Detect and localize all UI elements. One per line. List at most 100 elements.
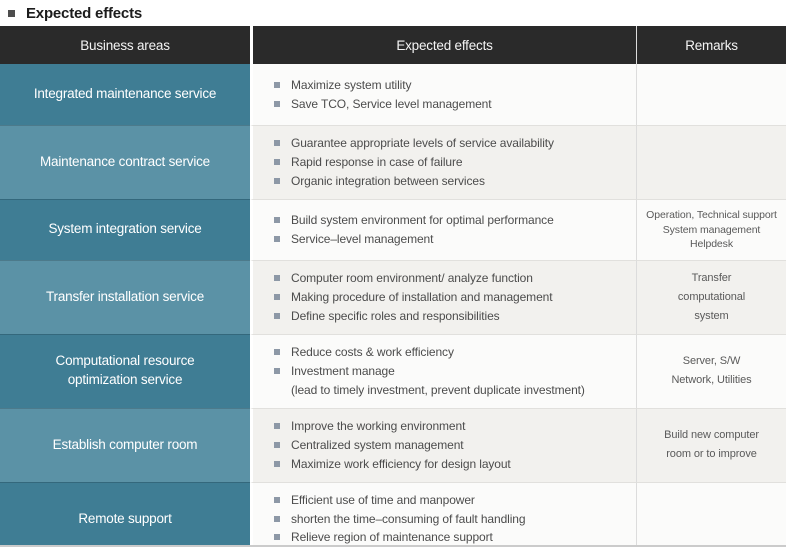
remark-line: Network, Utilities bbox=[671, 374, 752, 387]
effect-item: Computer room environment/ analyze funct… bbox=[274, 269, 622, 288]
effect-text: Build system environment for optimal per… bbox=[291, 212, 554, 227]
title-square-bullet-icon bbox=[8, 10, 15, 17]
business-area-cell: Computational resource optimization serv… bbox=[0, 333, 250, 408]
effect-text: shorten the time–consuming of fault hand… bbox=[291, 511, 526, 526]
remarks-cell bbox=[636, 125, 786, 199]
effects-list: Build system environment for optimal per… bbox=[274, 211, 622, 249]
remark-line: Helpdesk bbox=[690, 238, 733, 251]
effect-text: Define specific roles and responsibiliti… bbox=[291, 308, 500, 323]
business-area-cell: Transfer installation service bbox=[0, 259, 250, 334]
effect-text: Guarantee appropriate levels of service … bbox=[291, 136, 554, 150]
expected-effects-table: Business areas Expected effects Remarks … bbox=[0, 26, 786, 547]
table-row: Remote support Efficient use of time and… bbox=[0, 481, 786, 547]
bullet-square-icon bbox=[274, 100, 280, 107]
bullet-square-icon bbox=[274, 441, 280, 448]
remarks-cell: Build new computer room or to improve bbox=[636, 407, 786, 482]
expected-effects-cell: Build system environment for optimal per… bbox=[250, 198, 636, 260]
business-area-cell: Maintenance contract service bbox=[0, 125, 250, 199]
header-remarks: Remarks bbox=[636, 26, 786, 64]
remarks-cell: Transfer computational system bbox=[636, 259, 786, 334]
effect-text: Efficient use of time and manpower bbox=[291, 492, 475, 507]
effect-item: shorten the time–consuming of fault hand… bbox=[274, 510, 622, 529]
business-area-cell: Establish computer room bbox=[0, 407, 250, 482]
effect-text: Maximize work efficiency for design layo… bbox=[291, 456, 511, 471]
effect-text: Computer room environment/ analyze funct… bbox=[291, 270, 533, 285]
effect-item: Service–level management bbox=[274, 230, 622, 249]
bullet-square-icon bbox=[274, 158, 280, 165]
header-expected-effects: Expected effects bbox=[250, 26, 636, 64]
bullet-square-icon bbox=[274, 460, 280, 467]
effects-list: Reduce costs & work efficiency Investment… bbox=[274, 343, 622, 400]
effect-text: Maximize system utility bbox=[291, 77, 412, 92]
bullet-square-icon bbox=[274, 140, 280, 146]
business-area-cell: Remote support bbox=[0, 481, 250, 547]
effects-list: Efficient use of time and manpower shorte… bbox=[274, 491, 622, 547]
remark-line: room or to improve bbox=[666, 448, 757, 461]
remark-line: Build new computer bbox=[664, 429, 759, 442]
table-header-row: Business areas Expected effects Remarks bbox=[0, 26, 786, 64]
bullet-square-icon bbox=[274, 274, 280, 281]
effect-item: Maximize system utility bbox=[274, 76, 622, 95]
remarks-cell bbox=[636, 64, 786, 125]
expected-effects-cell: Efficient use of time and manpower shorte… bbox=[250, 481, 636, 547]
effects-list: Improve the working environment Centraliz… bbox=[274, 417, 622, 474]
effect-item: Maximize work efficiency for design layo… bbox=[274, 455, 622, 474]
effect-item: Centralized system management bbox=[274, 436, 622, 455]
bullet-square-icon bbox=[274, 534, 280, 541]
table-row: Maintenance contract service Guarantee a… bbox=[0, 125, 786, 199]
bullet-square-icon bbox=[274, 312, 280, 319]
bullet-square-icon bbox=[274, 422, 280, 429]
bullet-square-icon bbox=[274, 216, 280, 223]
effect-text: Save TCO, Service level management bbox=[291, 96, 492, 111]
business-area-label: Maintenance contract service bbox=[40, 153, 210, 169]
business-area-label: Establish computer room bbox=[52, 436, 198, 452]
effect-text: Service–level management bbox=[291, 231, 434, 246]
bullet-square-icon bbox=[274, 367, 280, 374]
bullet-square-icon bbox=[274, 177, 280, 184]
effect-text: Relieve region of maintenance support bbox=[291, 530, 493, 545]
effect-item: Rapid response in case of failure bbox=[274, 153, 622, 172]
remark-line: Transfer bbox=[691, 272, 732, 284]
effect-item: Define specific roles and responsibiliti… bbox=[274, 307, 622, 326]
table-row: Transfer installation service Computer r… bbox=[0, 259, 786, 334]
business-area-label: Remote support bbox=[78, 510, 172, 526]
effect-item: Relieve region of maintenance support bbox=[274, 528, 622, 547]
bullet-square-icon bbox=[274, 348, 280, 355]
effect-item: Investment manage (lead to timely investm… bbox=[274, 362, 622, 400]
effect-item: Save TCO, Service level management bbox=[274, 95, 622, 114]
bottom-divider bbox=[0, 545, 786, 547]
business-area-label: Computational resource optimization serv… bbox=[55, 353, 195, 388]
table-row: Establish computer room Improve the work… bbox=[0, 407, 786, 482]
effect-text: Organic integration between services bbox=[291, 173, 485, 188]
bullet-square-icon bbox=[274, 235, 280, 242]
business-area-cell: System integration service bbox=[0, 198, 250, 260]
effects-list: Maximize system utility Save TCO, Service… bbox=[274, 76, 622, 114]
effects-list: Guarantee appropriate levels of service … bbox=[274, 134, 622, 191]
remarks-cell bbox=[636, 481, 786, 547]
effect-text: Improve the working environment bbox=[291, 418, 466, 433]
effect-text: Centralized system management bbox=[291, 437, 464, 452]
effect-subtext: (lead to timely investment, prevent dupl… bbox=[291, 382, 585, 397]
bullet-square-icon bbox=[274, 496, 280, 503]
effect-item: Efficient use of time and manpower bbox=[274, 491, 622, 510]
table-row: Integrated maintenance service Maximize … bbox=[0, 64, 786, 125]
expected-effects-cell: Computer room environment/ analyze funct… bbox=[250, 259, 636, 334]
remark-line: System management bbox=[662, 223, 761, 236]
business-area-label: Transfer installation service bbox=[45, 288, 204, 304]
effect-item: Organic integration between services bbox=[274, 172, 622, 191]
effect-text: Reduce costs & work efficiency bbox=[291, 344, 454, 359]
expected-effects-cell: Improve the working environment Centraliz… bbox=[250, 407, 636, 482]
effect-item: Build system environment for optimal per… bbox=[274, 211, 622, 230]
effect-item: Guarantee appropriate levels of service … bbox=[274, 134, 622, 153]
table-row: System integration service Build system … bbox=[0, 198, 786, 260]
bullet-square-icon bbox=[274, 515, 280, 522]
expected-effects-cell: Reduce costs & work efficiency Investment… bbox=[250, 333, 636, 408]
bullet-square-icon bbox=[274, 81, 280, 88]
table-row: Computational resource optimization serv… bbox=[0, 333, 786, 408]
effect-item: Making procedure of installation and man… bbox=[274, 288, 622, 307]
effects-list: Computer room environment/ analyze funct… bbox=[274, 269, 622, 326]
table-body: Integrated maintenance service Maximize … bbox=[0, 64, 786, 547]
page-title-row: Expected effects bbox=[0, 0, 786, 26]
business-area-cell: Integrated maintenance service bbox=[0, 64, 250, 125]
